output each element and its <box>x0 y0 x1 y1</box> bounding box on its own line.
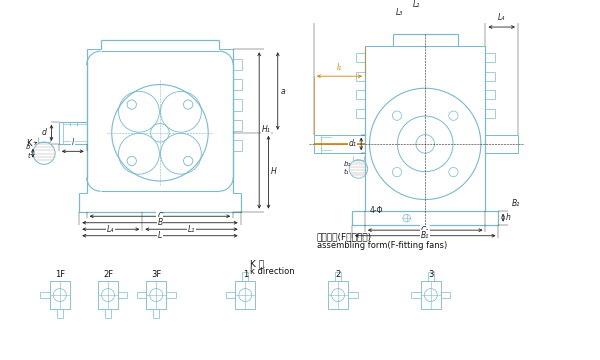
Text: l₁: l₁ <box>337 63 342 72</box>
Text: B₂: B₂ <box>511 199 520 208</box>
Text: L₃: L₃ <box>395 8 403 17</box>
Text: 4-Φ: 4-Φ <box>370 207 383 216</box>
Text: K 向: K 向 <box>250 259 264 268</box>
Text: k direction: k direction <box>250 267 295 276</box>
Text: H: H <box>271 167 277 176</box>
Bar <box>98 281 118 309</box>
Text: b: b <box>26 144 30 149</box>
Text: C₁: C₁ <box>421 226 430 235</box>
Text: 1F: 1F <box>55 270 65 279</box>
Text: 1: 1 <box>242 270 248 279</box>
Text: a: a <box>281 86 285 95</box>
Text: H₁: H₁ <box>262 126 271 135</box>
Text: L₁: L₁ <box>188 225 195 234</box>
Text: d: d <box>42 128 47 137</box>
Text: assembling form(F-fitting fans): assembling form(F-fitting fans) <box>317 241 447 250</box>
Text: 安裝形式(F為帶風扇): 安裝形式(F為帶風扇) <box>317 233 372 242</box>
Text: t₁: t₁ <box>344 168 349 175</box>
Text: h: h <box>506 213 511 222</box>
Bar <box>146 281 166 309</box>
Bar <box>235 281 256 309</box>
Text: d₁: d₁ <box>349 139 356 148</box>
Text: L₄: L₄ <box>498 13 505 22</box>
Text: t: t <box>28 153 30 159</box>
Text: 3F: 3F <box>151 270 161 279</box>
Text: C: C <box>157 212 163 221</box>
Text: 3: 3 <box>428 270 433 279</box>
Bar <box>421 281 441 309</box>
Bar <box>50 281 70 309</box>
Text: l: l <box>72 138 74 147</box>
Text: B₁: B₁ <box>421 231 430 240</box>
Bar <box>328 281 348 309</box>
Text: L₄: L₄ <box>107 225 115 234</box>
Text: K: K <box>26 139 32 148</box>
Text: b₁: b₁ <box>344 161 351 167</box>
Text: 2F: 2F <box>103 270 113 279</box>
Text: 2: 2 <box>335 270 341 279</box>
Text: L: L <box>158 231 162 240</box>
Text: B: B <box>157 218 163 227</box>
Text: L₂: L₂ <box>412 0 419 9</box>
